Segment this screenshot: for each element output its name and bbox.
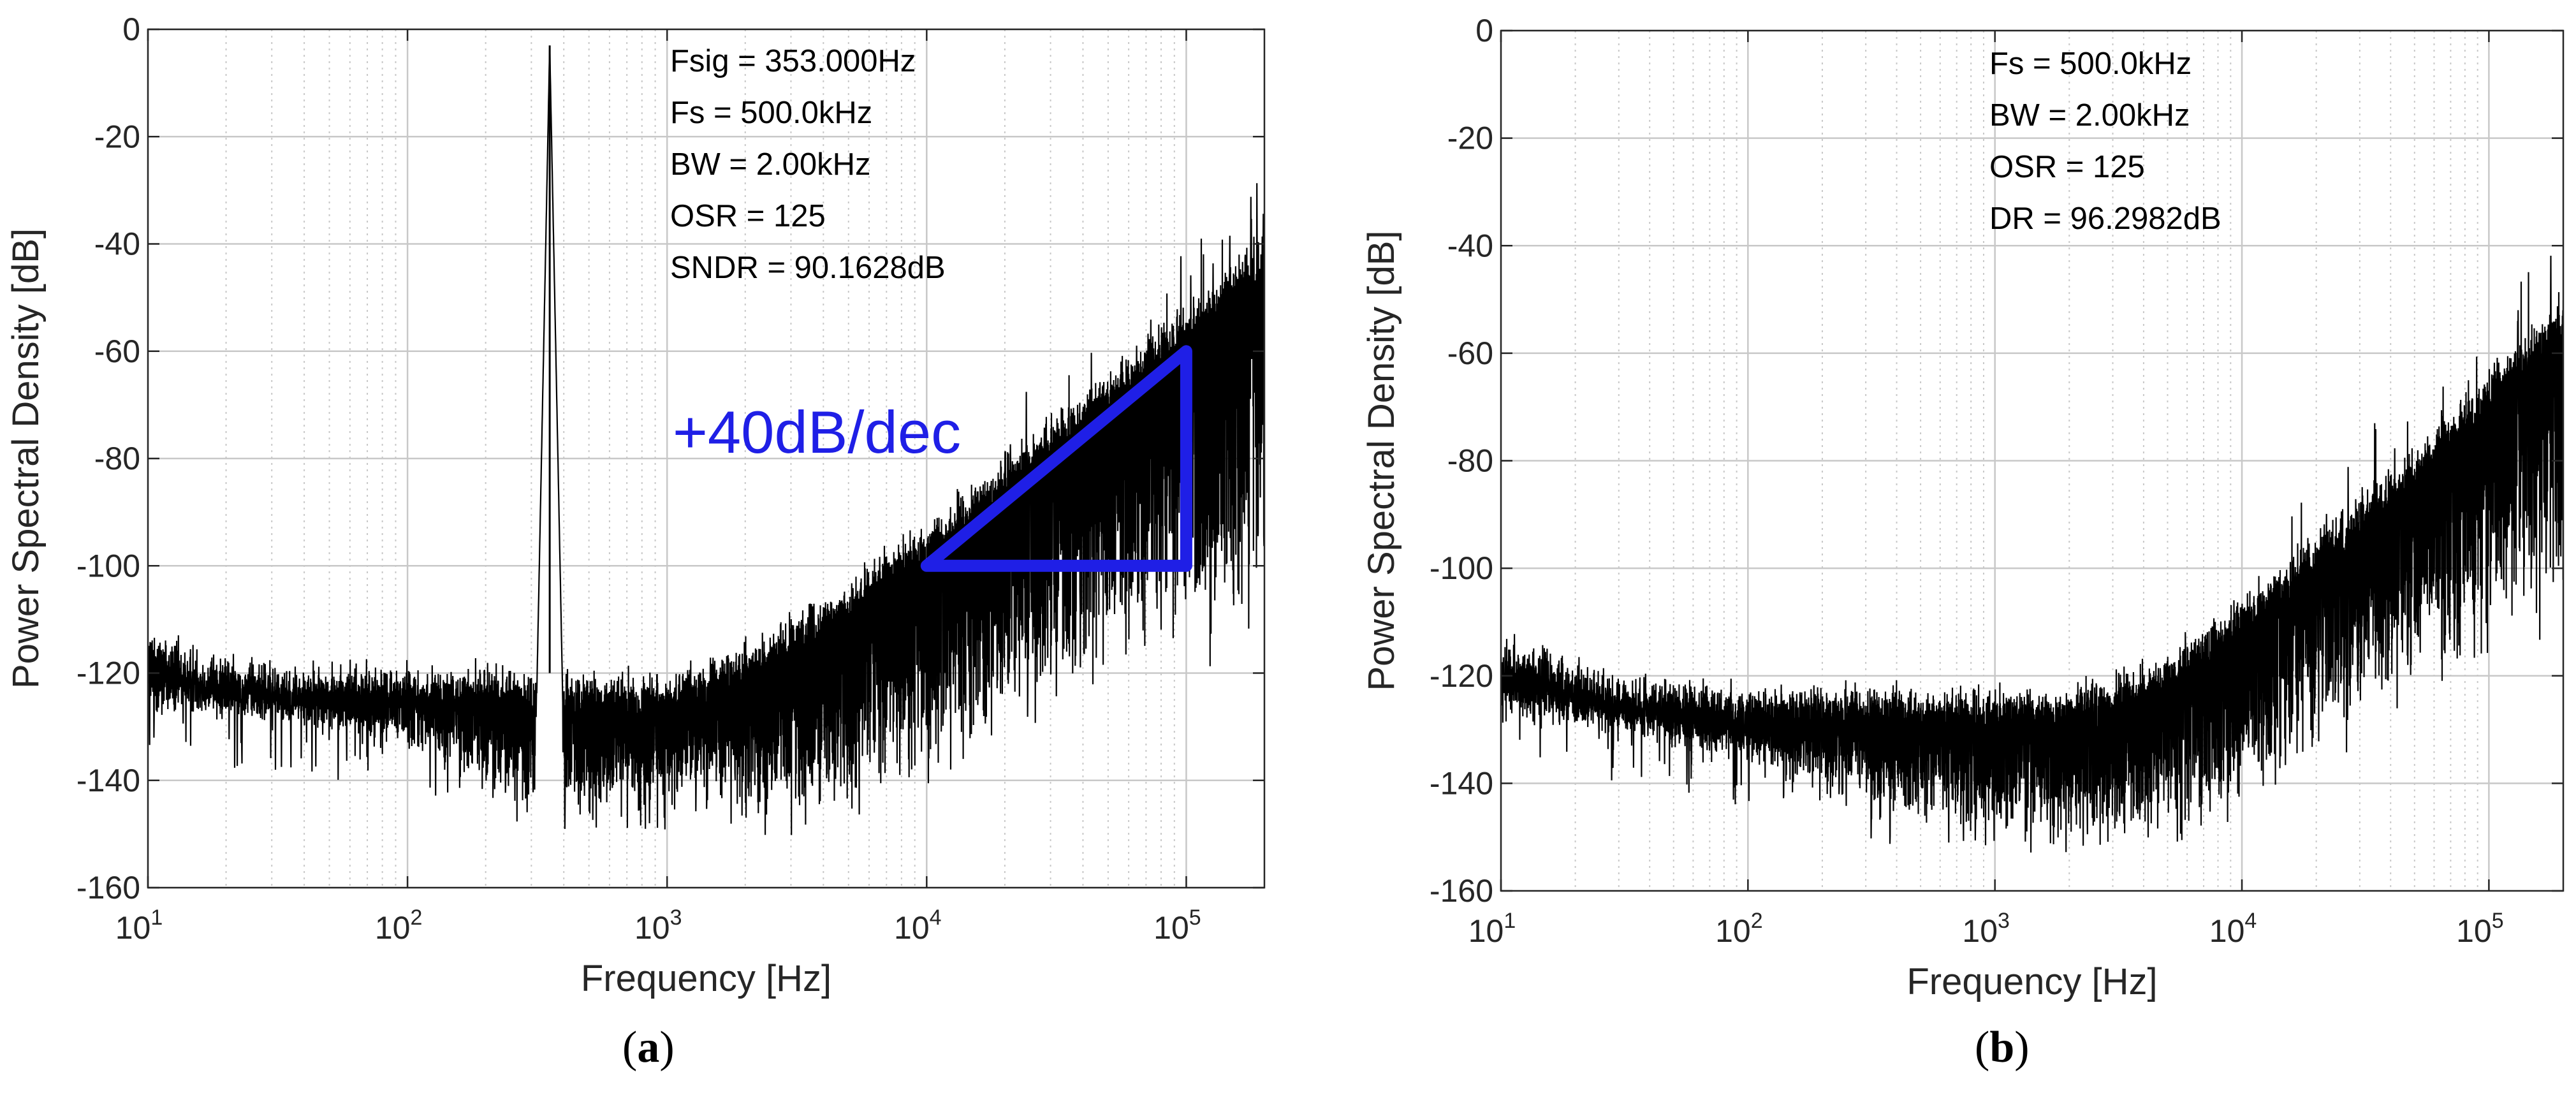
y-tick-label: -100 [77,548,140,583]
x-tick-exponent: 1 [1504,909,1516,933]
x-tick-base: 10 [1962,913,1998,949]
info-line: SNDR = 90.1628dB [670,251,946,285]
y-axis-label: Power Spectral Density [dB] [5,228,47,689]
x-tick-label: 105 [2456,909,2504,949]
info-line: OSR = 125 [1989,150,2145,184]
panel-label-letter: b [1989,1023,2014,1072]
panel-label-close: ) [2014,1023,2029,1072]
y-tick-label: -120 [77,656,140,691]
panel-label-close: ) [659,1023,674,1072]
info-line: BW = 2.00kHz [1989,98,2190,133]
x-tick-exponent: 3 [1998,909,2010,933]
x-tick-base: 10 [115,910,151,946]
y-axis-label: Power Spectral Density [dB] [1361,230,1402,691]
x-tick-label: 101 [1468,909,1516,949]
y-tick-label: -40 [1447,228,1493,263]
x-tick-label: 104 [894,906,942,946]
x-tick-base: 10 [2456,913,2492,949]
info-line: Fs = 500.0kHz [670,96,872,130]
y-tick-label: -20 [94,119,140,154]
x-tick-label: 103 [634,906,682,946]
y-tick-label: -80 [94,441,140,476]
info-line: BW = 2.00kHz [670,147,871,182]
y-tick-label: -160 [77,870,140,906]
slope-annotation: +40dB/dec [673,399,961,466]
psd-trace [148,48,1264,835]
y-tick-label: 0 [1475,13,1493,48]
y-tick-label: -20 [1447,121,1493,156]
x-tick-label: 103 [1962,909,2010,949]
y-tick-label: -60 [94,334,140,369]
x-tick-label: 102 [375,906,423,946]
x-axis-label: Frequency [Hz] [581,958,831,999]
x-tick-label: 102 [1715,909,1763,949]
panel-label: (a) [622,1023,675,1072]
x-tick-base: 10 [894,910,930,946]
info-line: DR = 96.2982dB [1989,202,2221,236]
x-tick-exponent: 4 [930,906,942,930]
x-tick-base: 10 [2209,913,2245,949]
panel-label-letter: a [637,1023,659,1072]
panel-label-open: ( [1975,1023,1989,1072]
x-tick-base: 10 [1715,913,1751,949]
y-tick-label: -80 [1447,443,1493,479]
x-tick-exponent: 2 [410,906,422,930]
y-tick-label: 0 [122,11,140,47]
y-tick-label: -140 [1430,765,1493,801]
x-tick-label: 105 [1153,906,1201,946]
x-tick-exponent: 4 [2244,909,2257,933]
info-line: Fs = 500.0kHz [1989,47,2192,81]
info-line: Fsig = 353.000Hz [670,44,916,78]
panel-label: (b) [1975,1023,2030,1072]
x-tick-exponent: 1 [150,906,163,930]
y-tick-label: -40 [94,226,140,262]
y-tick-label: -120 [1430,658,1493,694]
x-tick-base: 10 [634,910,670,946]
y-tick-label: -140 [77,763,140,798]
psd-trace [1501,255,2563,853]
x-tick-label: 101 [115,906,163,946]
info-line: OSR = 125 [670,199,826,233]
y-tick-label: -160 [1430,873,1493,909]
x-tick-base: 10 [1468,913,1504,949]
panel-label-open: ( [622,1023,637,1072]
x-tick-exponent: 2 [1751,909,1763,933]
x-tick-exponent: 5 [2492,909,2504,933]
slope-triangle [920,345,1192,572]
x-tick-base: 10 [1153,910,1189,946]
x-tick-exponent: 3 [670,906,682,930]
x-tick-base: 10 [375,910,411,946]
x-tick-exponent: 5 [1189,906,1201,930]
x-axis-label: Frequency [Hz] [1906,961,2157,1002]
y-tick-label: -60 [1447,335,1493,371]
x-tick-label: 104 [2209,909,2257,949]
y-tick-label: -100 [1430,550,1493,586]
